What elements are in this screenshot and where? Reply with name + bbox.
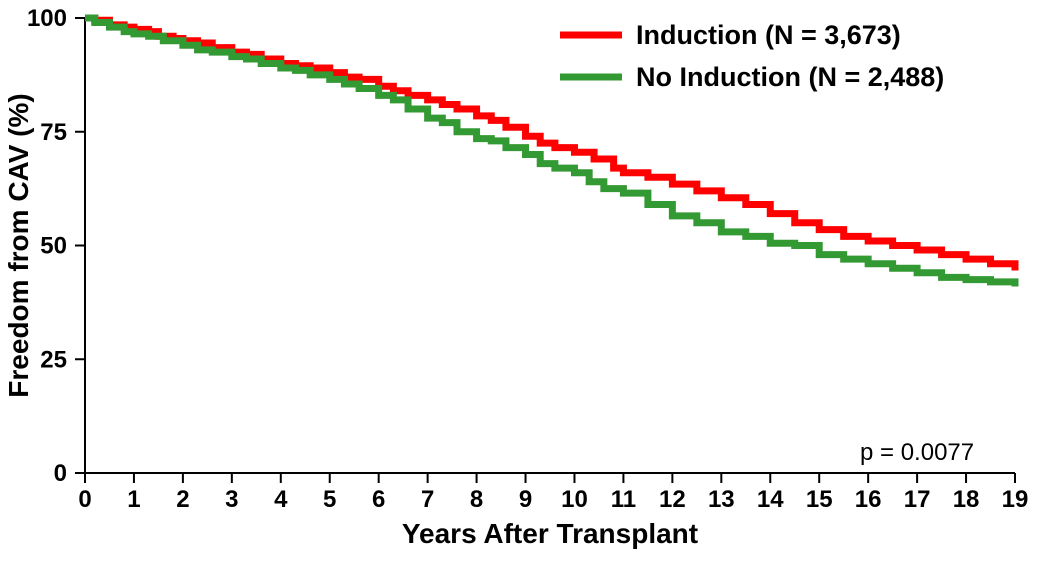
- x-tick-label: 14: [757, 486, 784, 513]
- x-tick-label: 7: [421, 486, 434, 513]
- y-tick-label: 0: [54, 460, 67, 487]
- x-tick-label: 10: [561, 486, 588, 513]
- x-tick-label: 18: [953, 486, 980, 513]
- x-tick-label: 9: [519, 486, 532, 513]
- p-value-text: p = 0.0077: [860, 439, 974, 466]
- x-tick-label: 19: [1002, 486, 1029, 513]
- chart-svg: 0123456789101112131415161718190255075100…: [0, 0, 1050, 575]
- y-tick-label: 50: [40, 233, 67, 260]
- x-tick-label: 4: [274, 486, 288, 513]
- x-axis-title: Years After Transplant: [402, 518, 698, 549]
- x-tick-label: 15: [806, 486, 833, 513]
- y-tick-label: 75: [40, 119, 67, 146]
- x-tick-label: 0: [78, 486, 91, 513]
- x-tick-label: 8: [470, 486, 483, 513]
- x-tick-label: 13: [708, 486, 735, 513]
- x-tick-label: 16: [855, 486, 882, 513]
- survival-chart: 0123456789101112131415161718190255075100…: [0, 0, 1050, 575]
- x-tick-label: 2: [176, 486, 189, 513]
- x-tick-label: 11: [611, 486, 636, 513]
- legend-label-induction: Induction (N = 3,673): [636, 20, 901, 50]
- y-tick-label: 25: [40, 346, 67, 373]
- y-axis-title: Freedom from CAV (%): [3, 93, 34, 397]
- x-tick-label: 6: [372, 486, 385, 513]
- x-tick-label: 5: [323, 486, 336, 513]
- x-tick-label: 17: [904, 486, 931, 513]
- y-tick-label: 100: [27, 5, 67, 32]
- x-tick-label: 12: [659, 486, 686, 513]
- x-tick-label: 1: [127, 486, 140, 513]
- legend-label-no_induction: No Induction (N = 2,488): [636, 62, 944, 92]
- x-tick-label: 3: [225, 486, 238, 513]
